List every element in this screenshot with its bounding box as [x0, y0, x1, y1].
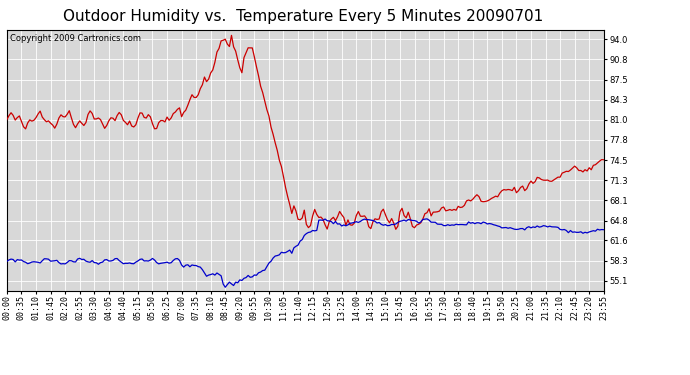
Text: Copyright 2009 Cartronics.com: Copyright 2009 Cartronics.com: [10, 34, 141, 43]
Text: Outdoor Humidity vs.  Temperature Every 5 Minutes 20090701: Outdoor Humidity vs. Temperature Every 5…: [63, 9, 544, 24]
